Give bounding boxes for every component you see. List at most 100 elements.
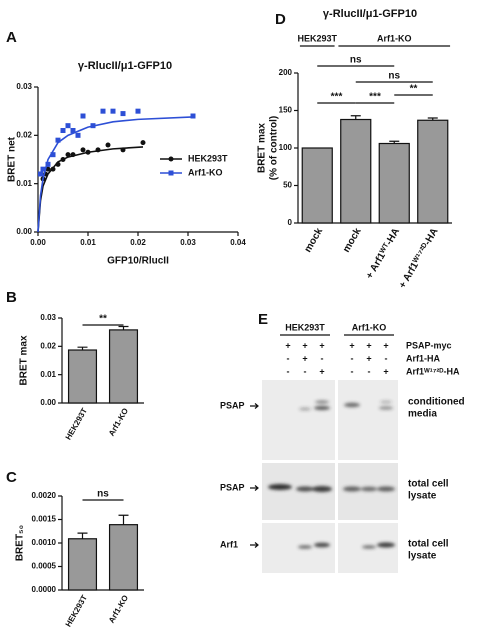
y-tick-label: 0.01 [40, 370, 56, 379]
y-tick-label: 0.03 [40, 313, 56, 322]
point [38, 171, 43, 177]
condition-sign: - [321, 353, 324, 363]
panel-letter: C [6, 469, 17, 486]
blot-strip [262, 523, 398, 573]
legend-marker [168, 170, 174, 176]
significance-label: *** [331, 92, 343, 103]
point [65, 123, 71, 129]
point [65, 152, 71, 158]
point [45, 166, 51, 172]
fraction-label: media [408, 409, 437, 420]
bar [67, 538, 98, 591]
panel-letter: E [258, 311, 268, 328]
point [40, 166, 46, 172]
blot-arrow [250, 403, 259, 409]
bands [268, 400, 395, 549]
fraction-label: total cell [408, 479, 449, 490]
condition-label: PSAP-myc [406, 340, 452, 350]
point [70, 128, 76, 133]
legend-marker [168, 156, 174, 162]
condition-sign: + [366, 353, 371, 363]
error-bar [389, 140, 400, 144]
condition-sign: + [349, 340, 354, 350]
x-axis-label: GFP10/RlucII [107, 256, 169, 267]
y-tick-label: 50 [283, 181, 292, 190]
x-tick-label: 0.01 [80, 238, 96, 247]
blot-strip [262, 380, 398, 460]
bar [378, 142, 410, 224]
bar [417, 119, 449, 224]
condition-sign: + [319, 366, 324, 376]
condition-sign: + [319, 340, 324, 350]
condition-sign: - [385, 353, 388, 363]
condition-sign: - [351, 353, 354, 363]
point [85, 149, 91, 155]
y-tick-label: 0.03 [16, 82, 32, 91]
bar [108, 524, 139, 591]
point [95, 147, 101, 153]
condition-sign: - [368, 366, 371, 376]
x-tick-label: + Arf1ᵂᵀ-HA [364, 226, 402, 281]
x-tick-label: 0.00 [30, 238, 46, 247]
y-tick-label: 0.0010 [32, 538, 57, 547]
point [75, 132, 81, 138]
y-tick-label: 0.02 [40, 341, 56, 350]
chart-title: γ-RlucII/μ1-GFP10 [323, 8, 417, 20]
blot-label: PSAP [220, 482, 245, 492]
point [110, 108, 116, 114]
condition-sign: + [302, 353, 307, 363]
fit-curve [37, 116, 194, 233]
condition-sign: - [304, 366, 307, 376]
fraction-label: lysate [408, 491, 437, 502]
condition-sign: + [383, 340, 388, 350]
point [100, 108, 106, 114]
condition-sign: + [302, 340, 307, 350]
blot-arrow [250, 542, 259, 548]
error-bar [118, 325, 129, 330]
condition-sign: + [285, 340, 290, 350]
point [80, 147, 86, 153]
point [60, 157, 66, 162]
x-tick-label: HEK293T [64, 593, 89, 628]
condition-sign: + [383, 366, 388, 376]
x-tick-label: Arf1-KO [107, 594, 130, 625]
y-tick-label: 0.0015 [32, 515, 57, 524]
y-tick-label: 100 [279, 143, 293, 152]
point [190, 113, 196, 119]
significance-label: ns [388, 71, 400, 82]
y-axis-label: BRET net [7, 136, 18, 182]
point [135, 108, 141, 114]
point [120, 111, 126, 117]
legend-label: Arf1-KO [188, 167, 223, 177]
panel-letter: A [6, 29, 17, 46]
fraction-label: conditioned [408, 397, 465, 408]
y-tick-label: 0.0000 [32, 585, 57, 594]
y-tick-label: 0.00 [40, 398, 56, 407]
group-label: Arf1-KO [377, 33, 412, 43]
x-tick-label: 0.02 [130, 238, 146, 247]
bar [67, 349, 98, 404]
point [70, 152, 76, 158]
point [50, 152, 56, 158]
error-bar [77, 346, 88, 351]
panel-letter: D [275, 11, 286, 28]
lane-divider [335, 378, 338, 575]
x-tick-label: 0.03 [180, 238, 196, 247]
x-tick-label: + Arf1ᵂ¹⁷²ᴰ-HA [397, 226, 440, 290]
y-axis-label: BRET₅₀ [15, 525, 26, 561]
x-tick-label: 0.04 [230, 238, 246, 247]
y-axis-label: (% of control) [269, 116, 280, 180]
condition-label: Arf1ᵂ¹⁷²ᴰ-HA [406, 366, 460, 376]
point [60, 128, 66, 133]
significance-label: ns [97, 489, 109, 500]
y-tick-label: 0.00 [16, 227, 32, 236]
y-tick-label: 0.01 [16, 179, 32, 188]
blot-images [262, 378, 398, 575]
y-axis-label: BRET max [257, 123, 268, 173]
fraction-label: lysate [408, 551, 437, 562]
point [50, 166, 56, 172]
significance-label: ** [410, 84, 418, 95]
significance-label: ** [99, 314, 107, 325]
group-label: Arf1-KO [352, 322, 387, 332]
